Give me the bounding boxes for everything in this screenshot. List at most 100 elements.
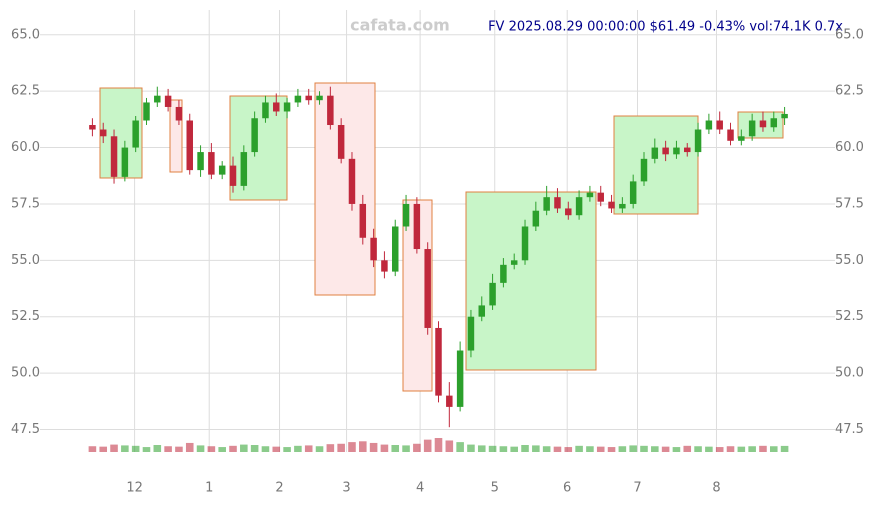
volume-bar [737,446,746,452]
candle-body [532,210,540,227]
candle-body [262,102,269,119]
y-tick-label-right: 47.5 [835,422,864,437]
x-tick-label: 2 [275,481,283,496]
candle-body [770,118,778,128]
candle-body [478,305,486,317]
candle-body [748,120,756,137]
volume-bar [121,445,129,452]
y-tick-label: 47.5 [11,422,40,437]
y-tick-label: 65.0 [11,27,40,42]
candle-body [283,102,291,112]
x-tick-label: 4 [416,481,424,496]
volume-bar [423,439,432,452]
candle-body [381,260,388,272]
volume-bar [542,446,551,452]
volume-bar [99,446,108,452]
volume-bar [759,445,767,452]
candle-body [575,197,583,216]
volume-bar [218,447,226,452]
volume-bar [240,444,248,452]
volume-bar [110,444,118,452]
volume-bar [521,445,529,452]
candle-body [467,316,475,351]
volume-bar [488,445,497,452]
candle-body [229,165,237,186]
candle-body [521,226,529,261]
candle-body [240,152,248,186]
y-tick-label: 57.5 [11,196,40,211]
candle-body [673,147,680,155]
candle-body [316,95,323,101]
volume-bar [272,446,281,452]
y-tick-label-right: 62.5 [835,84,864,99]
y-tick-label: 55.0 [11,253,40,268]
volume-bar [88,446,97,452]
volume-bar [283,447,291,452]
volume-bar [348,442,356,452]
candle-body [186,120,193,171]
volume-bar [467,444,475,452]
x-tick-label: 3 [342,481,350,496]
volume-bar [694,446,702,452]
volume-bar [229,445,237,452]
candle-body [446,395,453,407]
candle-body [305,95,312,101]
candle-body [424,249,431,328]
volume-bar [369,442,378,452]
x-tick-label: 12 [126,481,143,496]
candle-body [716,120,723,130]
zones [99,82,784,392]
candle-body [738,136,745,141]
volume-bar [391,445,400,452]
volume-bar [769,446,778,452]
candle-body [662,147,669,155]
volume-bar [185,442,194,452]
volume-bar [532,445,540,452]
volume-bar [142,447,151,452]
zone-up [465,191,597,371]
candle-body [197,152,204,171]
volume-bar [499,446,508,452]
candle-body [132,120,139,148]
volume-bar [359,441,367,452]
candle-body [629,181,637,204]
y-tick-label: 50.0 [11,366,40,381]
volume-bar [153,445,162,452]
y-tick-label: 62.5 [11,84,40,99]
candle-body [608,201,615,209]
candle-body [456,350,464,407]
volume-bar [164,446,172,452]
candle-body [164,95,172,107]
candle-body [327,95,334,126]
candle-body [273,102,280,112]
candle-body [208,152,215,175]
volume-bar [618,446,627,452]
volume-bar [445,440,454,452]
volume-bar [651,446,659,452]
candle-body [218,165,226,175]
volume-bar [261,446,270,452]
x-tick-label: 5 [491,481,499,496]
x-tick-label: 8 [712,481,720,496]
y-tick-label-right: 65.0 [835,27,864,42]
volume-bar [434,438,443,452]
watermark: cafata.com [350,16,450,35]
candle-body [597,192,604,202]
candle-body [391,226,399,272]
volume-bar [413,443,421,452]
candle-body [510,260,518,265]
volume-bar [250,445,259,452]
volume-bar [629,445,637,452]
candle-body [251,118,258,153]
volume-bar [131,445,140,452]
volume-bar [607,447,616,452]
candle-body [694,129,702,153]
volume-bar [477,445,486,452]
volume-bar [510,446,518,452]
volume-bar [553,446,562,452]
volume-bar [683,445,692,452]
volume-bar [672,447,681,452]
candle-body [586,192,594,198]
volume-bar [726,446,735,452]
